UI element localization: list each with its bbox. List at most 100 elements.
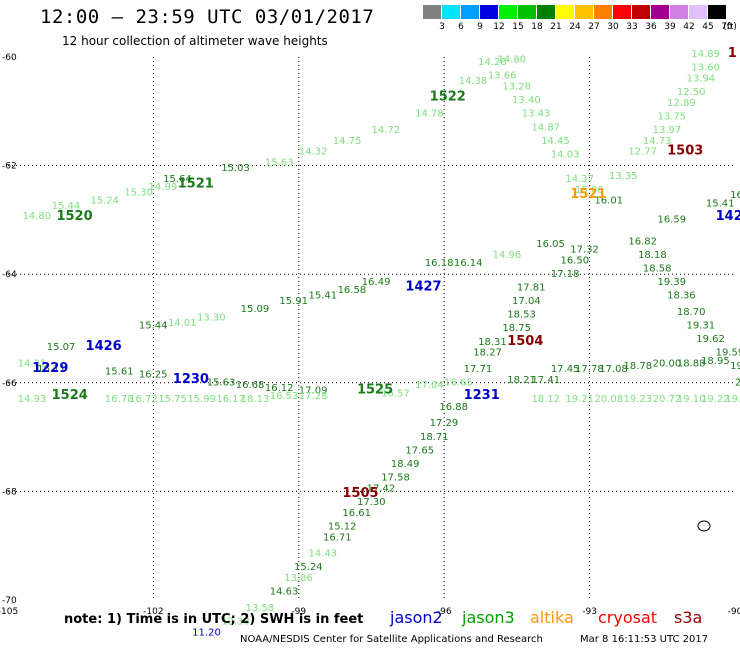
swh-value: 14.28 — [478, 57, 507, 68]
swh-value: 15.41 — [706, 198, 735, 209]
swh-value: 19.39 — [657, 277, 686, 288]
swh-value: 17.04 — [512, 296, 541, 307]
lon-tick-label: -102 — [143, 607, 163, 617]
swh-value: 18.49 — [391, 459, 420, 470]
swh-value: 19.22 — [701, 394, 730, 405]
swh-value: 15.09 — [241, 304, 270, 315]
swh-value: 17.28 — [299, 391, 328, 402]
swh-value: 18.71 — [420, 432, 449, 443]
swh-value: 17.18 — [551, 269, 580, 280]
swh-value: 13.43 — [522, 109, 551, 120]
swh-value: 18.12 — [531, 394, 560, 405]
swh-value: 16.01 — [594, 196, 623, 207]
map-subtitle: 12 hour collection of altimeter wave hei… — [62, 34, 328, 48]
pass-label: 1428 — [716, 209, 740, 224]
swh-value: 14.80 — [23, 211, 52, 222]
swh-value: 14.43 — [308, 549, 337, 560]
swh-value: 15.24 — [90, 196, 119, 207]
swh-value: 14.93 — [18, 394, 47, 405]
colorbar-unit: (ft) — [723, 22, 737, 32]
swh-value: 17.08 — [599, 364, 628, 375]
colorbar-swatch — [518, 5, 537, 19]
swh-value: 18.53 — [507, 310, 536, 321]
colorbar-label: 6 — [458, 22, 464, 32]
swh-value: 14.37 — [565, 174, 594, 185]
swh-value: 15.12 — [328, 521, 357, 532]
colorbar-label: 21 — [550, 22, 562, 32]
swh-value: 16.58 — [338, 285, 367, 296]
swh-value: 15.91 — [279, 296, 308, 307]
swh-value: 18.75 — [502, 323, 531, 334]
axis-labels: -105 -102 -99 -96 -93 -90 -60 -62 -64 -66 -68 -70 — [0, 53, 740, 617]
swh-value: 18.13 — [241, 394, 270, 405]
swh-value: 17.29 — [430, 418, 459, 429]
swh-value: 15.41 — [308, 291, 337, 302]
colorbar-swatch — [670, 5, 689, 19]
satellite-jason2: jason2 — [390, 608, 443, 627]
lon-tick-label: -105 — [0, 607, 18, 617]
swh-value: 15.44 — [52, 201, 81, 212]
swh-value: 20.72 — [653, 394, 682, 405]
swh-value: 16.71 — [323, 532, 352, 543]
swh-value: 14.75 — [333, 136, 362, 147]
swh-value: 15.03 — [221, 163, 250, 174]
swh-value: 15.44 — [139, 321, 168, 332]
satellite-s3a: s3a — [674, 608, 703, 627]
swh-value: 17.32 — [570, 244, 599, 255]
colorbar-swatch — [442, 5, 461, 19]
swh-value: 17.81 — [517, 282, 546, 293]
pass-label: 1521 — [570, 187, 606, 202]
swh-value: 18.31 — [478, 337, 507, 348]
swh-value: 16.59 — [657, 215, 686, 226]
colorbar-label: 9 — [477, 22, 483, 32]
swh-value: 12.50 — [677, 87, 706, 98]
swh-value: 12.89 — [667, 98, 696, 109]
swh-value: 17.78 — [575, 364, 604, 375]
swh-value: 15.00 — [575, 185, 604, 196]
pass-label: 1427 — [405, 279, 441, 294]
swh-value: 17.41 — [531, 375, 560, 386]
swh-value: 20.08 — [594, 394, 623, 405]
swh-value: 19.02 — [725, 394, 740, 405]
swh-value: 13.60 — [691, 63, 720, 74]
swh-value: 13.58 — [245, 603, 274, 614]
swh-value: 14.80 — [498, 54, 527, 65]
swh-value: 14.89 — [691, 49, 720, 60]
map-title: 12:00 – 23:59 UTC 03/01/2017 — [40, 6, 375, 28]
pass-label: 1230 — [173, 372, 209, 387]
swh-value: 15.64 — [163, 174, 192, 185]
swh-value: 17.45 — [551, 364, 580, 375]
pass-label: 1525 — [357, 383, 393, 398]
swh-value: 18.78 — [624, 361, 653, 372]
swh-value: 13.30 — [197, 312, 226, 323]
swh-value: 18.95 — [701, 356, 730, 367]
swh-value: 20.4 — [735, 378, 740, 389]
pass-label: 1229 — [32, 361, 68, 376]
swh-value: 15.61 — [105, 367, 134, 378]
swh-value: 16.88 — [439, 402, 468, 413]
lat-tick-label: -64 — [2, 270, 17, 280]
swh-value: 19.31 — [687, 321, 716, 332]
swh-value: 14.99 — [149, 182, 178, 193]
colorbar-label: 18 — [531, 22, 543, 32]
swh-value: 16.05 — [536, 239, 565, 250]
swh-value: 19.62 — [696, 334, 725, 345]
swh-value: 15.99 — [187, 394, 216, 405]
pass-label: 1426 — [86, 339, 122, 354]
lon-tick-label: -96 — [437, 607, 452, 617]
swh-value: 18.21 — [507, 375, 536, 386]
lat-tick-label: -66 — [2, 379, 17, 389]
colorbar-label: 70 — [721, 22, 733, 32]
swh-value: 18.27 — [473, 348, 502, 359]
swh-value: 19.59 — [716, 348, 740, 359]
swh-value: 14.78 — [415, 109, 444, 120]
colorbar-swatch — [708, 5, 727, 19]
colorbar-swatch — [537, 5, 556, 19]
swh-value: 14.21 — [18, 359, 47, 370]
swh-value: 19.23 — [624, 394, 653, 405]
swh-value: 16.57 — [381, 388, 410, 399]
colorbar-swatch — [461, 5, 480, 19]
swh-value: 14.45 — [541, 136, 570, 147]
island-outline — [697, 520, 711, 532]
swh-value: 17.42 — [367, 483, 396, 494]
